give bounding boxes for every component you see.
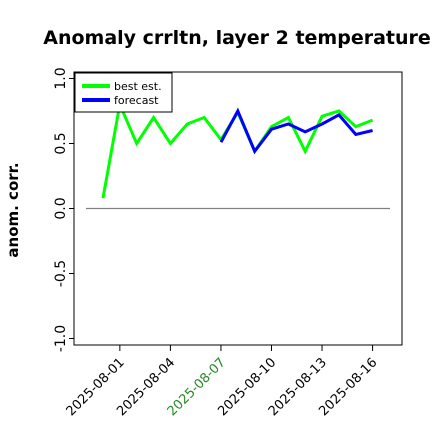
y-tick-label: 1.0	[53, 67, 69, 89]
y-tick-label: -1.0	[53, 325, 69, 352]
legend-box	[74, 72, 173, 113]
legend: best est. forecast	[74, 72, 173, 113]
y-tick-label: 0.5	[53, 132, 69, 154]
y-tick-label: 0.0	[53, 197, 69, 219]
legend-label-best-est: best est.	[114, 80, 162, 93]
y-tick-label: -0.5	[53, 260, 69, 287]
series-line-forecast	[219, 107, 373, 155]
legend-label-forecast: forecast	[114, 94, 159, 107]
y-ticks: -1.0 -0.5 0.0 0.5 1.0	[53, 67, 74, 352]
series-layer	[86, 99, 390, 210]
x-ticks: 2025-08-012025-08-042025-08-072025-08-10…	[64, 345, 380, 419]
chart-title: Anomaly crrltn, layer 2 temperature	[43, 27, 431, 49]
y-axis-label: anom. corr.	[4, 162, 22, 257]
